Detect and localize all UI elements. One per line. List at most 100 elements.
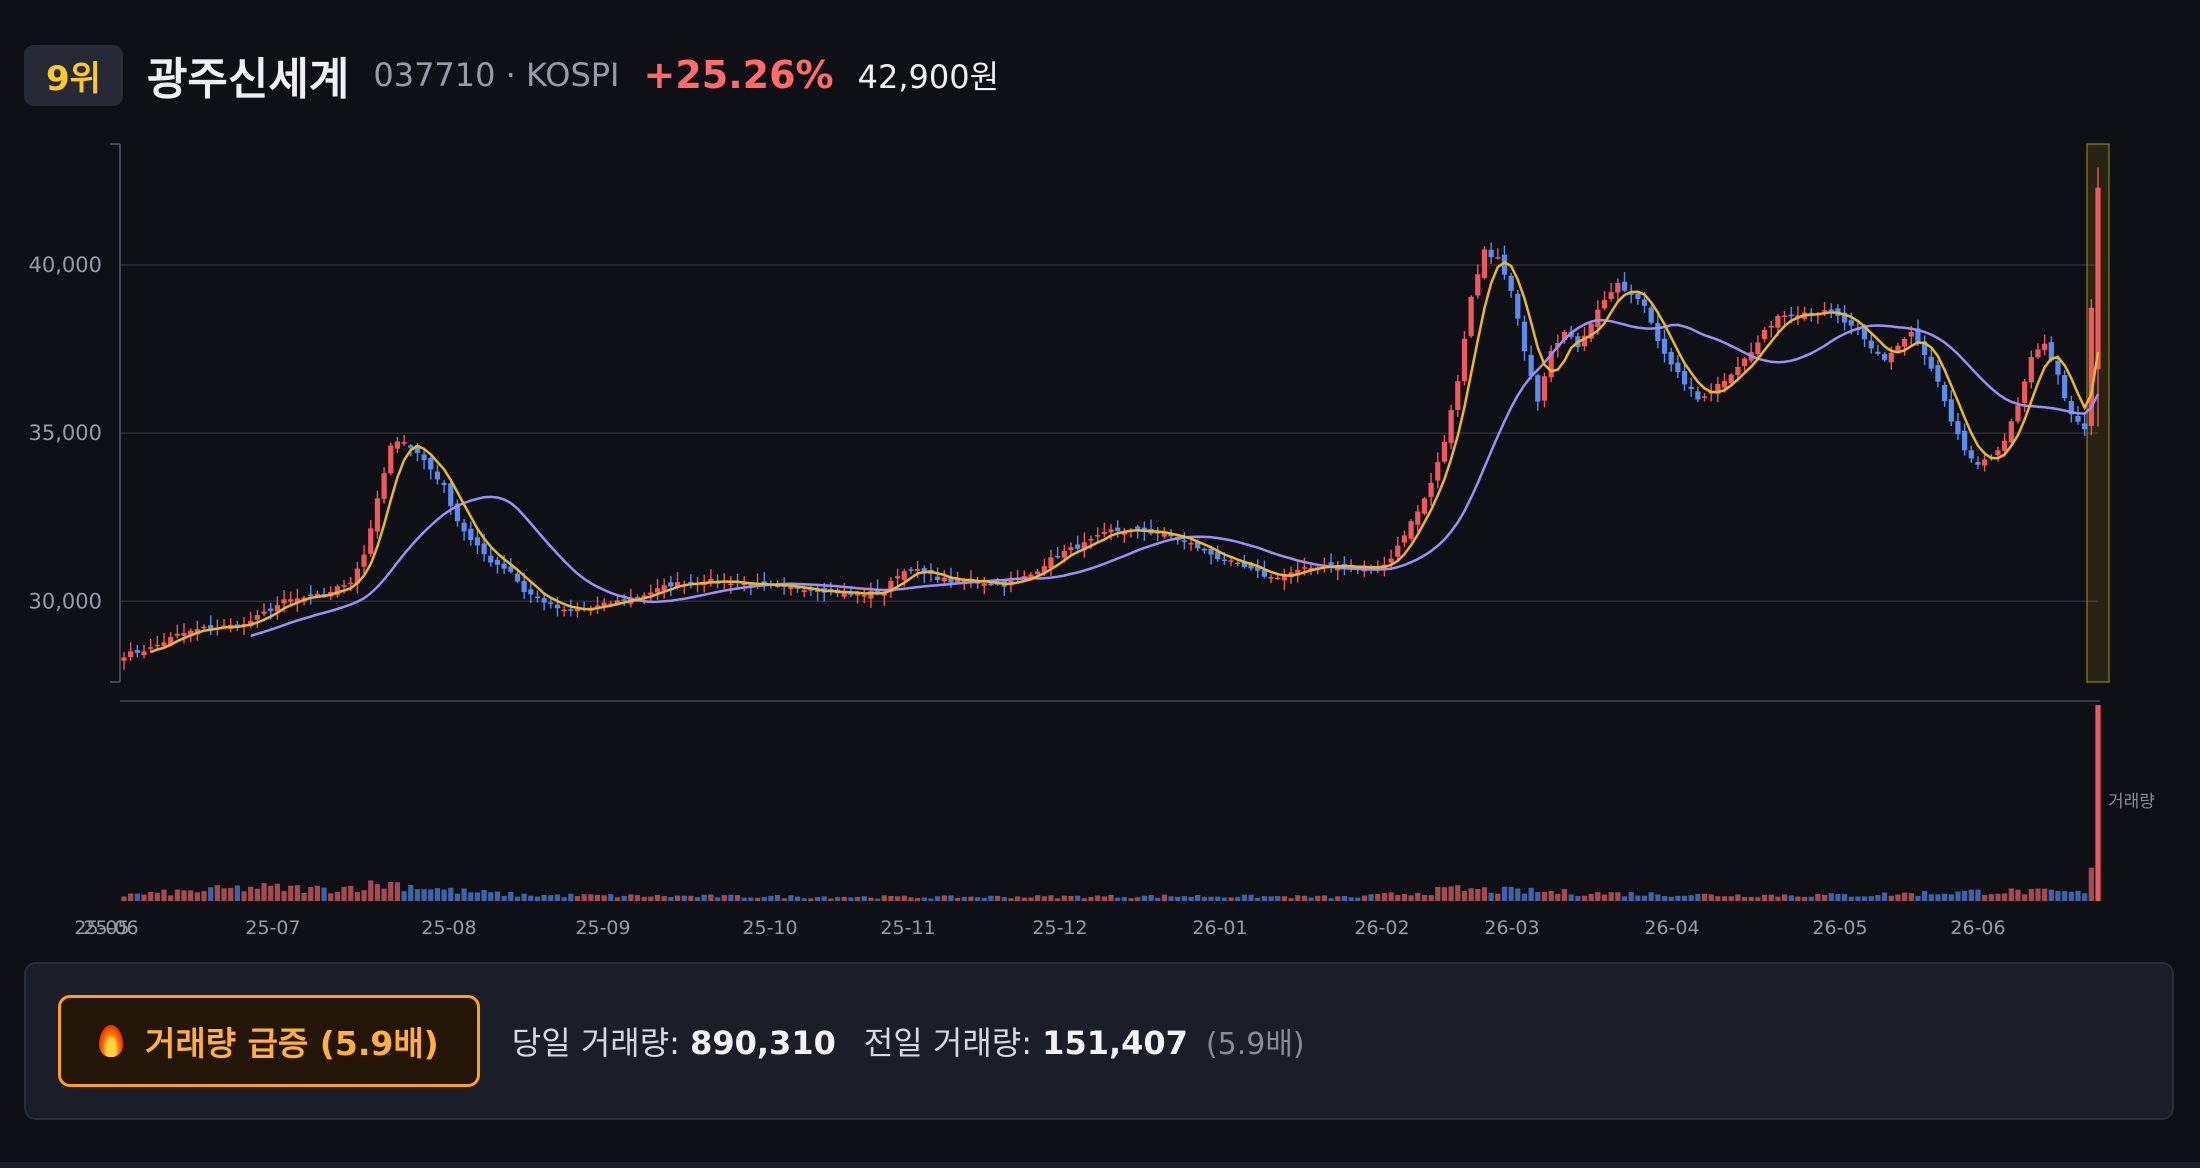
candle-body <box>2055 360 2061 375</box>
candle-body <box>1828 309 1834 311</box>
volume-bar <box>568 893 574 901</box>
volume-bar <box>1508 886 1514 901</box>
candle <box>1942 381 1948 407</box>
volume-bar <box>1041 896 1047 901</box>
candle <box>148 638 154 653</box>
volume-bar <box>1942 893 1948 901</box>
candle-body <box>1761 329 1768 340</box>
candle-body <box>1055 555 1061 558</box>
candle-body <box>1741 358 1748 367</box>
x-tick-label: 26-06 <box>1950 917 2005 939</box>
volume-bar <box>1788 895 1794 901</box>
volume-bar <box>1455 885 1461 901</box>
candle-body <box>955 578 961 583</box>
volume-bar <box>328 893 334 901</box>
candle <box>1515 290 1521 326</box>
volume-bar <box>1561 889 1568 901</box>
volume-bar <box>1161 894 1167 901</box>
candle <box>1628 284 1634 304</box>
volume-bar <box>1488 892 1494 901</box>
candle-body <box>1095 535 1101 537</box>
candle <box>261 603 267 617</box>
volume-bar <box>608 894 614 901</box>
volume-bar <box>1361 895 1368 901</box>
volume-bar <box>1221 897 1227 901</box>
candle-body <box>254 615 260 620</box>
volume-bar <box>1688 895 1694 901</box>
volume-axis-label: 거래량 <box>2108 792 2155 812</box>
volume-bar <box>388 882 394 901</box>
volume-bar <box>2022 894 2028 901</box>
candle <box>228 618 234 633</box>
candle-body <box>1841 312 1848 323</box>
candle <box>1408 519 1414 542</box>
volume-bar <box>781 898 787 901</box>
volume-bar <box>1681 895 1688 901</box>
volume-bar <box>708 894 714 901</box>
candle <box>861 588 867 604</box>
candle-body <box>128 651 134 657</box>
volume-bar <box>1395 894 1401 901</box>
candle <box>2028 350 2034 389</box>
candle-body <box>1655 323 1661 342</box>
candle-body <box>1481 249 1488 278</box>
candle-body <box>981 583 987 586</box>
volume-bar <box>1715 896 1721 901</box>
volume-bar <box>1408 895 1414 901</box>
candle <box>354 561 361 594</box>
volume-bar <box>1828 893 1834 901</box>
candles <box>121 167 2101 670</box>
candle-body <box>288 599 294 602</box>
volume-bar <box>1261 896 1267 901</box>
volume-bar <box>208 887 214 901</box>
candle-body <box>2028 357 2034 383</box>
candle <box>548 597 554 609</box>
today-volume: 당일 거래량: 890,310 <box>512 1018 836 1064</box>
volume-bar <box>1235 897 1241 901</box>
volume-bar <box>721 895 727 901</box>
candle <box>1021 570 1027 579</box>
volume-bar <box>761 897 767 901</box>
candle <box>514 570 521 584</box>
x-tick-label: 25-08 <box>421 917 476 939</box>
volume-bar <box>174 889 180 901</box>
volume-bar <box>121 896 127 901</box>
candle-body <box>1088 539 1094 541</box>
volume-bars <box>121 705 2101 901</box>
candle-body <box>308 594 314 596</box>
candle-body <box>414 444 421 454</box>
candle-body <box>1235 562 1241 565</box>
volume-bar <box>1855 896 1861 901</box>
volume-bar <box>561 897 567 901</box>
candle-body <box>988 583 994 586</box>
candle <box>2082 414 2088 436</box>
volume-bar <box>654 894 661 901</box>
candle <box>2095 167 2101 427</box>
candle-body <box>948 577 954 583</box>
candle <box>288 591 294 605</box>
candle-body <box>161 642 167 647</box>
candle-body <box>208 625 214 629</box>
volume-bar <box>1421 894 1428 901</box>
candle-body <box>1875 351 1881 354</box>
candle <box>1255 559 1261 579</box>
candle <box>1295 560 1301 583</box>
candle-body <box>1908 331 1914 337</box>
candle-body <box>1788 314 1794 317</box>
candle-body <box>534 596 541 599</box>
candle <box>1121 527 1127 543</box>
volume-bar <box>941 895 947 901</box>
candle-body <box>1101 531 1107 534</box>
candle-body <box>1108 529 1114 533</box>
candle-body <box>1268 577 1274 579</box>
volume-bar <box>1081 898 1087 901</box>
candle-body <box>1821 310 1828 312</box>
candle-body <box>888 580 894 592</box>
page-bottom-strip <box>0 1162 2200 1168</box>
candle <box>474 528 481 554</box>
candle-body <box>1221 559 1227 562</box>
volume-bar <box>1728 896 1734 901</box>
volume-bar <box>2088 867 2094 901</box>
volume-bar <box>841 897 847 901</box>
candle <box>1328 553 1334 573</box>
